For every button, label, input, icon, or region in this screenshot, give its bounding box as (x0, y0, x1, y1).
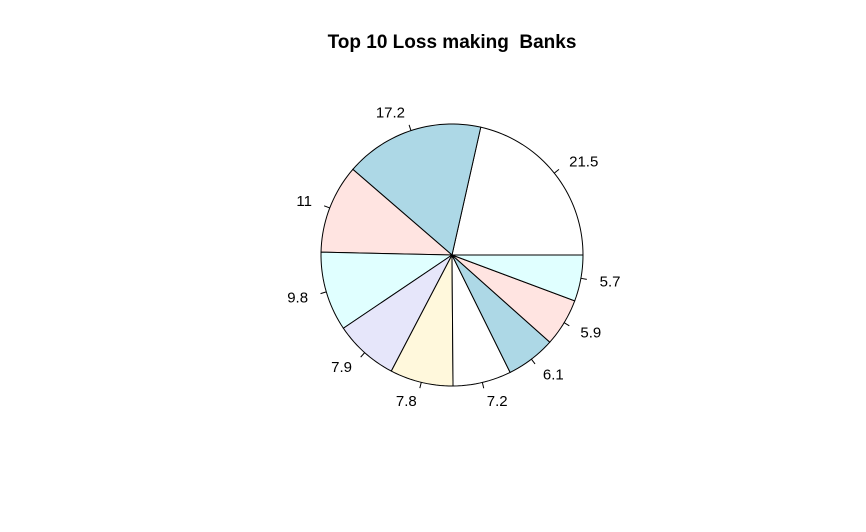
pie-slice-label: 11 (296, 193, 312, 210)
pie-label-tick (419, 382, 422, 389)
pie-label-tick (531, 358, 536, 365)
pie-slice (451, 254, 584, 302)
pie-label-tick (563, 322, 570, 327)
pie-slice-label: 7.8 (396, 393, 417, 410)
pie-label-tick (320, 291, 327, 295)
pie-slice-label: 21.5 (569, 153, 598, 170)
pie-slice (451, 254, 511, 387)
pie-slice-label: 9.8 (287, 289, 308, 306)
pie-slice-label: 5.7 (600, 274, 621, 291)
chart-title: Top 10 Loss making Banks (328, 32, 577, 53)
pie-slice-label: 17.2 (376, 105, 405, 122)
pie-label-tick (580, 277, 587, 280)
pie-label-tick (408, 124, 412, 131)
pie-slice (342, 254, 453, 372)
pie-slice (390, 254, 454, 387)
pie-slice (352, 123, 482, 256)
pie-label-tick (323, 205, 330, 209)
pie-slice-label: 7.2 (487, 393, 508, 410)
pie-slices (320, 123, 584, 387)
pie-labels: 21.5 17.2 11 9.8 7.9 7.8 7.2 6.1 5.9 5.7 (287, 105, 620, 410)
pie-slice-label: 6.1 (543, 366, 564, 383)
pie-slice (451, 254, 576, 343)
pie-label-tick (553, 169, 560, 174)
pie-label-ticks (320, 124, 587, 389)
pie-label-tick (481, 382, 485, 389)
pie-slice (451, 126, 584, 256)
pie-slice (451, 254, 551, 374)
pie-slice-label: 5.9 (580, 325, 601, 342)
pie-label-tick (360, 352, 366, 358)
pie-slice-label: 7.9 (331, 359, 352, 376)
